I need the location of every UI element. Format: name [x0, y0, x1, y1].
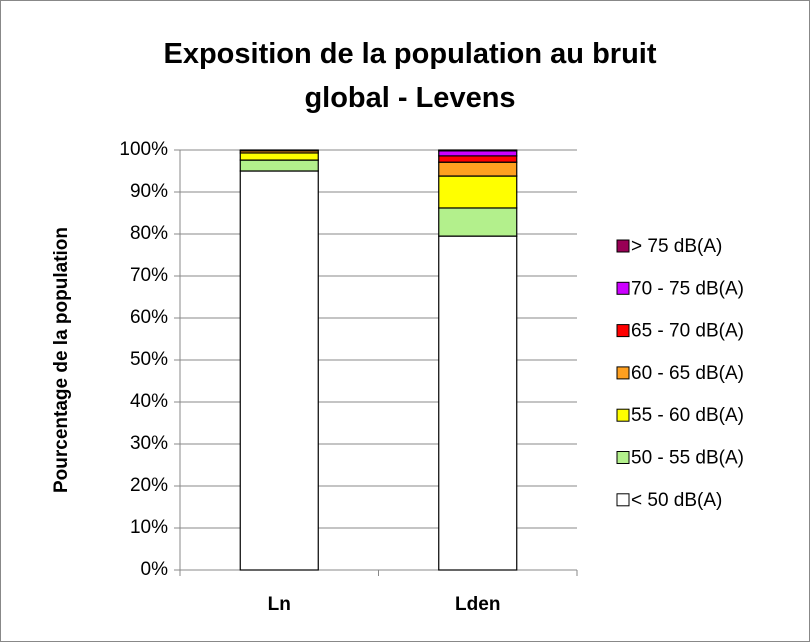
y-tick-label: 50%: [130, 349, 168, 370]
legend-label: < 50 dB(A): [631, 490, 722, 511]
x-tick-label: Lden: [455, 594, 500, 615]
bar-segment: [239, 149, 319, 152]
x-tick-label: Ln: [268, 594, 291, 615]
legend-swatch: [616, 239, 630, 253]
legend-swatch: [616, 451, 630, 464]
legend-label: 70 - 75 dB(A): [631, 278, 744, 299]
y-axis-label: Pourcentage de la population: [51, 227, 72, 493]
bar-segment: [438, 207, 518, 237]
legend-swatch: [616, 408, 630, 422]
legend-swatch: [616, 493, 630, 507]
legend-label: 60 - 65 dB(A): [631, 363, 744, 384]
y-tick-label: 40%: [130, 391, 168, 412]
bar-segment: [239, 159, 319, 172]
legend-label: 50 - 55 dB(A): [631, 448, 744, 469]
legend-swatch: [616, 366, 630, 380]
y-tick-label: 10%: [130, 517, 168, 538]
bar-segment: [438, 161, 518, 177]
bar-segment: [438, 235, 518, 571]
bar-segment: [438, 150, 518, 157]
y-tick-label: 30%: [130, 433, 168, 454]
legend-label: 65 - 70 dB(A): [631, 321, 744, 342]
bar-segment: [239, 152, 319, 161]
y-tick-label: 20%: [130, 475, 168, 496]
bar-segment: [438, 149, 518, 152]
legend-swatch: [616, 324, 630, 338]
legend-swatch: [616, 281, 630, 295]
y-tick-label: 90%: [130, 181, 168, 202]
chart-title: Exposition de la population au bruit glo…: [163, 38, 657, 114]
y-tick-label: 100%: [119, 139, 168, 160]
legend-label: 55 - 60 dB(A): [631, 405, 744, 426]
y-tick-label: 0%: [141, 559, 169, 580]
bar-segment: [239, 170, 319, 571]
bar-segment: [438, 175, 518, 209]
y-tick-label: 70%: [130, 265, 168, 286]
bar-segment: [438, 155, 518, 163]
y-tick-label: 80%: [130, 223, 168, 244]
y-tick-label: 60%: [130, 307, 168, 328]
legend-label: > 75 dB(A): [631, 236, 722, 257]
